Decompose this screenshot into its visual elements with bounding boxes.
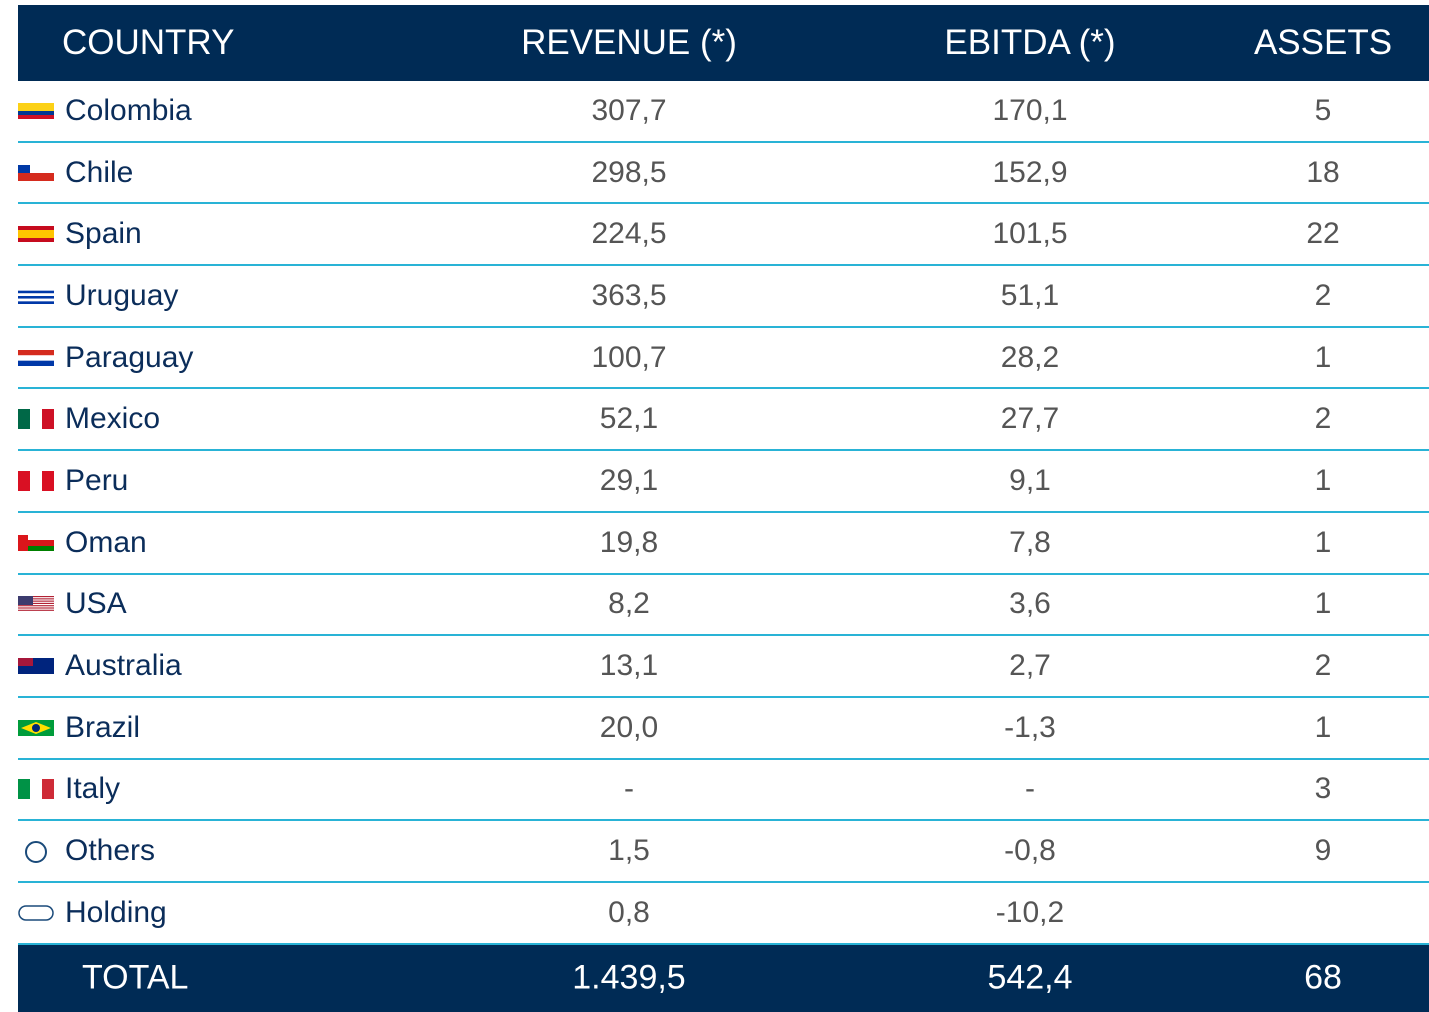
country-cell: Others (65, 834, 156, 868)
revenue-cell: 19,8 (599, 525, 659, 559)
table-row: Oman 19,8 7,8 1 (18, 513, 1429, 575)
ebitda-cell: EBITDA (*) (944, 23, 1116, 62)
ebitda-cell: 2,7 (1009, 649, 1051, 683)
table-row: COUNTRY REVENUE (*) EBITDA (*) ASSETS (18, 5, 1429, 81)
country-cell: Spain (65, 217, 142, 251)
revenue-cell: 100,7 (591, 340, 667, 374)
country-table: COUNTRY REVENUE (*) EBITDA (*) ASSETS Colomb… (18, 5, 1429, 1012)
table-row: Australia 13,1 2,7 2 (18, 636, 1429, 698)
assets-cell: 2 (1314, 402, 1332, 436)
country-cell: Paraguay (65, 340, 194, 374)
revenue-cell: 29,1 (599, 463, 659, 497)
ebitda-cell: 27,7 (1000, 402, 1060, 436)
table-row: Colombia 307,7 170,1 5 (18, 81, 1429, 143)
table-row: Italy - - 3 (18, 760, 1429, 822)
country-cell: Peru (65, 463, 129, 497)
assets-cell: 1 (1314, 525, 1332, 559)
ebitda-cell: -1,3 (1004, 710, 1056, 744)
country-cell: Mexico (65, 402, 161, 436)
table-row: Mexico 52,1 27,7 2 (18, 389, 1429, 452)
ebitda-cell: 3,6 (1009, 587, 1051, 621)
flag-icon (18, 409, 54, 430)
assets-cell: 18 (1306, 155, 1340, 189)
assets-cell: 1 (1314, 463, 1332, 497)
revenue-cell: 363,5 (591, 278, 667, 312)
revenue-cell: REVENUE (*) (521, 23, 737, 62)
revenue-cell: 8,2 (608, 587, 650, 621)
ebitda-cell: 9,1 (1009, 463, 1051, 497)
revenue-cell: 52,1 (599, 402, 659, 436)
ebitda-cell: 28,2 (1000, 340, 1060, 374)
revenue-cell: - (624, 772, 634, 806)
assets-cell: 22 (1306, 217, 1340, 251)
flag-icon (18, 470, 54, 491)
ebitda-cell: 152,9 (992, 155, 1068, 189)
ebitda-cell: 170,1 (992, 93, 1068, 127)
country-cell: Italy (65, 772, 121, 806)
assets-cell: 1 (1314, 710, 1332, 744)
flag-icon (18, 905, 54, 921)
revenue-cell: 0,8 (608, 895, 650, 929)
ebitda-cell: 51,1 (1000, 278, 1060, 312)
country-cell: TOTAL (82, 958, 189, 997)
assets-cell: 3 (1314, 772, 1332, 806)
assets-cell: 68 (1304, 958, 1342, 997)
ebitda-cell: -10,2 (995, 895, 1065, 929)
flag-icon (18, 287, 54, 304)
assets-cell: 1 (1314, 587, 1332, 621)
assets-cell: ASSETS (1253, 23, 1393, 62)
table-row: Others 1,5 -0,8 9 (18, 821, 1429, 883)
revenue-cell: 224,5 (591, 217, 667, 251)
revenue-cell: 307,7 (591, 93, 667, 127)
flag-icon (18, 658, 54, 675)
revenue-cell: 13,1 (599, 649, 659, 683)
table-row: Chile 298,5 152,9 18 (18, 143, 1429, 205)
assets-cell: 5 (1314, 93, 1332, 127)
table-row: TOTAL 1.439,5 542,4 68 (18, 944, 1429, 1012)
country-cell: Colombia (65, 93, 192, 127)
country-cell: Brazil (65, 710, 141, 744)
flag-icon (18, 719, 54, 736)
assets-cell: 9 (1314, 834, 1332, 868)
country-cell: Holding (65, 895, 167, 929)
flag-icon (18, 779, 54, 800)
country-cell: Uruguay (65, 278, 179, 312)
table-row: Paraguay 100,7 28,2 1 (18, 328, 1429, 390)
country-cell: COUNTRY (62, 23, 235, 62)
country-cell: Chile (65, 155, 134, 189)
flag-icon (25, 841, 47, 864)
table-row: Holding 0,8 -10,2 (18, 883, 1429, 945)
country-cell: Oman (65, 525, 147, 559)
table-row: Brazil 20,0 -1,3 1 (18, 698, 1429, 760)
flag-icon (18, 164, 54, 181)
table-row: Uruguay 363,5 51,1 2 (18, 266, 1429, 328)
assets-cell: 1 (1314, 340, 1332, 374)
country-cell: Australia (65, 649, 182, 683)
flag-icon (18, 349, 54, 366)
ebitda-cell: -0,8 (1004, 834, 1056, 868)
flag-icon (18, 596, 54, 612)
revenue-cell: 1.439,5 (572, 958, 686, 997)
flag-icon (18, 534, 54, 551)
flag-icon (18, 102, 54, 119)
ebitda-cell: - (1025, 772, 1035, 806)
country-cell: USA (65, 587, 127, 621)
table-row: Peru 29,1 9,1 1 (18, 451, 1429, 513)
table-row: Spain 224,5 101,5 22 (18, 204, 1429, 267)
ebitda-cell: 542,4 (987, 958, 1073, 997)
assets-cell: 2 (1314, 649, 1332, 683)
table-row: USA 8,2 3,6 1 (18, 575, 1429, 637)
ebitda-cell: 101,5 (992, 217, 1068, 251)
revenue-cell: 298,5 (591, 155, 667, 189)
flag-icon (18, 226, 54, 243)
ebitda-cell: 7,8 (1009, 525, 1051, 559)
revenue-cell: 20,0 (599, 710, 659, 744)
assets-cell: 2 (1314, 278, 1332, 312)
revenue-cell: 1,5 (608, 834, 650, 868)
